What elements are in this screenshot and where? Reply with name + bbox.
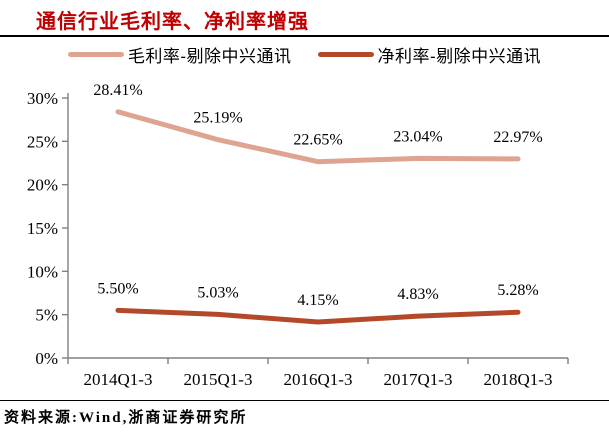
- series-line-net-margin: [115, 307, 521, 325]
- data-label: 25.19%: [193, 110, 242, 127]
- x-axis-category-label: 2018Q1-3: [484, 370, 553, 389]
- legend-label: 净利率-剔除中兴通讯: [377, 47, 542, 66]
- footer-divider-line: [0, 400, 609, 401]
- series-line-gross-margin: [115, 109, 521, 165]
- data-label: 5.03%: [197, 284, 238, 301]
- legend-label: 毛利率-剔除中兴通讯: [127, 47, 292, 66]
- legend-item-gross-margin: 毛利率-剔除中兴通讯: [67, 42, 292, 67]
- data-label: 23.04%: [393, 128, 442, 145]
- data-label: 28.41%: [93, 82, 142, 99]
- legend-item-net-margin: 净利率-剔除中兴通讯: [317, 42, 542, 67]
- y-axis-tick-label: 15%: [27, 219, 58, 238]
- y-axis-tick-label: 0%: [35, 349, 58, 368]
- y-axis-tick-label: 20%: [27, 176, 58, 195]
- title-divider-line: [0, 35, 609, 37]
- data-label: 5.28%: [497, 282, 538, 299]
- net-margin-line-swatch: [317, 52, 374, 57]
- x-axis-category-label: 2015Q1-3: [184, 370, 253, 389]
- gross-margin-line-swatch: [67, 52, 124, 57]
- data-label: 4.15%: [297, 292, 338, 309]
- chart-legend: 毛利率-剔除中兴通讯 净利率-剔除中兴通讯: [0, 42, 609, 67]
- chart-title: 通信行业毛利率、净利率增强: [36, 11, 309, 33]
- data-label: 5.50%: [97, 280, 138, 297]
- y-axis-tick-label: 10%: [27, 262, 58, 281]
- source-note: 资料来源:Wind,浙商证券研究所: [4, 410, 248, 426]
- x-axis-category-label: 2017Q1-3: [384, 370, 453, 389]
- data-label: 22.65%: [293, 132, 342, 149]
- data-label: 22.97%: [493, 129, 542, 146]
- x-axis-category-label: 2016Q1-3: [284, 370, 353, 389]
- y-axis-tick-label: 25%: [27, 132, 58, 151]
- data-label: 4.83%: [397, 286, 438, 303]
- x-axis-category-label: 2014Q1-3: [84, 370, 153, 389]
- y-axis-tick-label: 5%: [35, 306, 58, 325]
- y-axis-tick-label: 30%: [27, 89, 58, 108]
